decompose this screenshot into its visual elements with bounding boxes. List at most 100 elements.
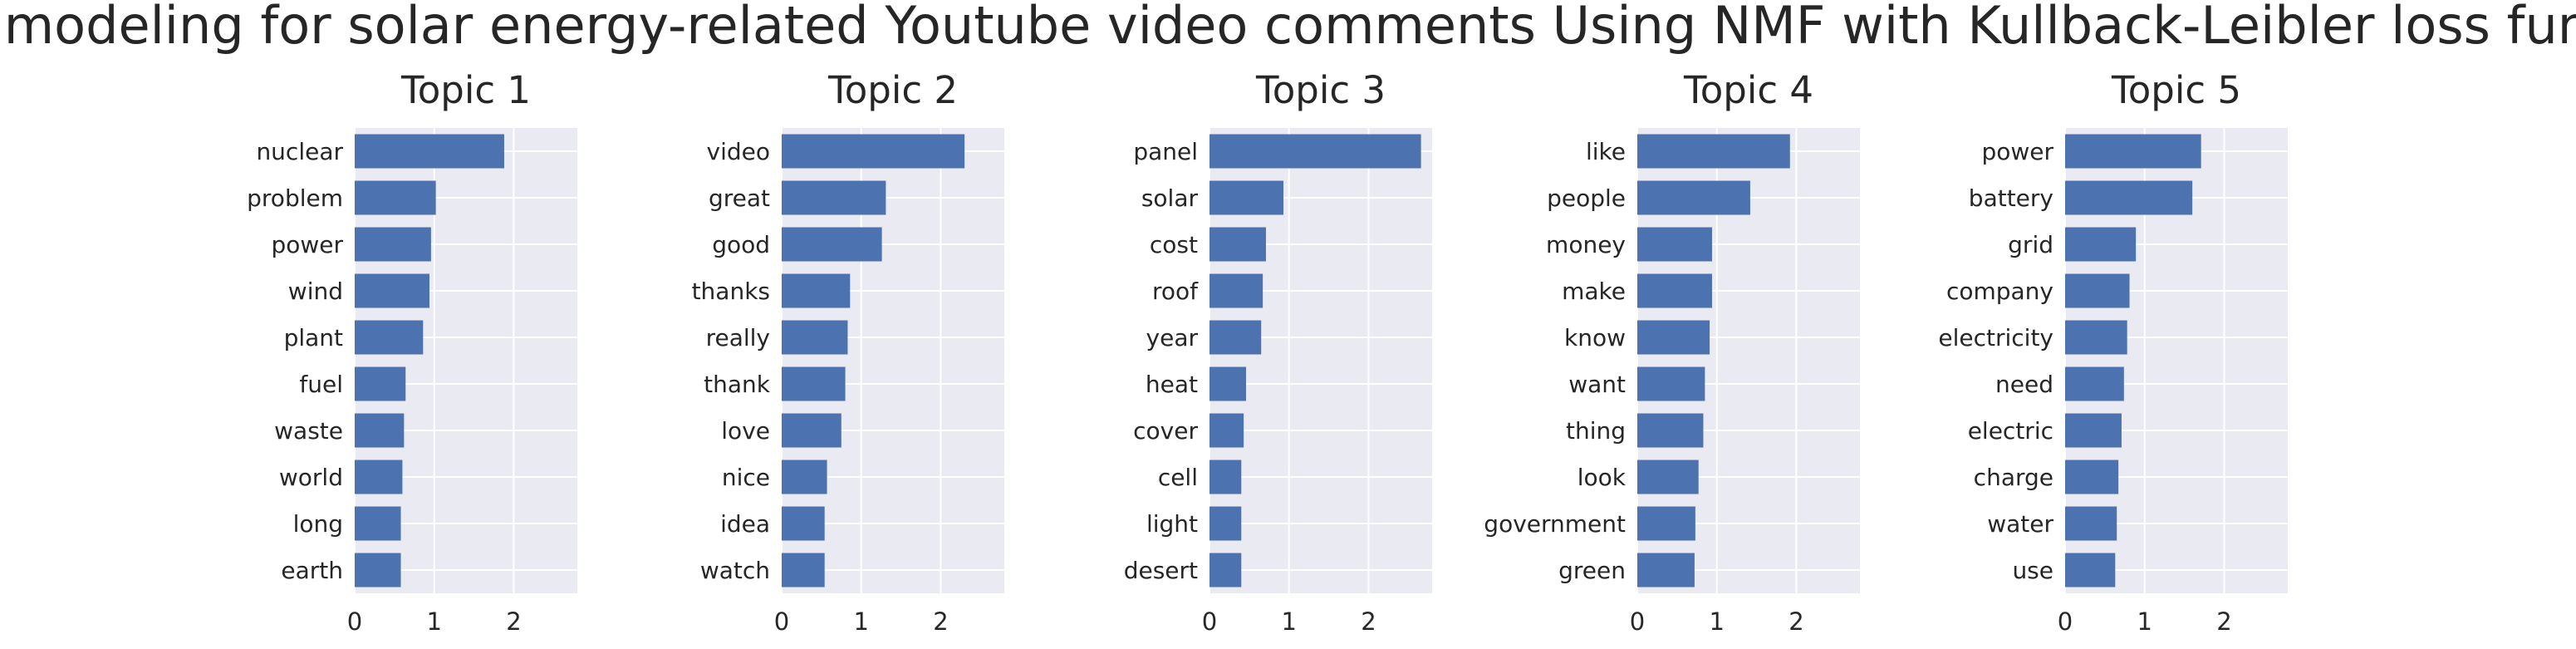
bar-earth [355, 553, 401, 588]
category-label: make [1562, 278, 1626, 305]
category-label: want [1568, 371, 1626, 398]
bar-make [1637, 273, 1712, 308]
x-tick-label: 0 [774, 607, 789, 636]
bar-grid [2065, 227, 2137, 262]
category-label: roof [1152, 278, 1199, 305]
category-label: wind [288, 278, 343, 305]
category-label: idea [720, 510, 770, 538]
bar-electric [2065, 413, 2122, 448]
category-label: good [712, 231, 770, 258]
bar-year [1209, 320, 1262, 355]
bar-battery [2065, 180, 2193, 215]
topic-panel-3: 0 1 2 panel solar cost roof year heat cover cell li… [1124, 68, 1432, 636]
bar-plant [355, 320, 424, 355]
category-label: love [721, 417, 770, 445]
bar-good [782, 227, 882, 262]
bar-look [1637, 460, 1699, 494]
category-label: need [1995, 371, 2053, 398]
bar-nuclear [355, 134, 504, 169]
category-label: panel [1133, 138, 1198, 165]
category-label: like [1586, 138, 1626, 165]
category-label: solar [1141, 184, 1199, 212]
category-label: world [279, 464, 343, 491]
x-tick-label: 2 [1788, 607, 1803, 636]
topic-panel-4: 0 1 2 like people money make know want thing look g… [1484, 68, 1860, 636]
bar-watch [782, 553, 825, 588]
x-tick-label: 0 [1630, 607, 1645, 636]
category-label: electric [1968, 417, 2053, 445]
bar-long [355, 506, 401, 541]
figure-title: Topic modeling for solar energy-related … [0, 0, 2576, 56]
x-tick-label: 2 [933, 607, 948, 636]
panel-title: Topic 5 [2111, 68, 2241, 112]
category-label: government [1484, 510, 1626, 538]
category-label: look [1577, 464, 1627, 491]
bar-problem [355, 180, 436, 215]
bar-company [2065, 273, 2130, 308]
x-tick-label: 1 [853, 607, 868, 636]
x-tick-label: 0 [2058, 607, 2073, 636]
panel-title: Topic 4 [1683, 68, 1813, 112]
category-label: grid [2008, 231, 2053, 258]
x-tick-label: 1 [1281, 607, 1296, 636]
panel-title: Topic 1 [400, 68, 531, 112]
x-tick-label: 0 [347, 607, 362, 636]
bar-money [1637, 227, 1712, 262]
bar-charge [2065, 460, 2119, 494]
bar-want [1637, 366, 1705, 401]
category-label: great [709, 184, 770, 212]
category-label: waste [274, 417, 343, 445]
x-tick-label: 1 [2137, 607, 2152, 636]
category-label: money [1546, 231, 1626, 258]
category-label: year [1146, 324, 1199, 352]
panel-title: Topic 3 [1255, 68, 1386, 112]
bar-power [2065, 134, 2201, 169]
topic-panel-1: 0 1 2 nuclear problem power wind plant fuel waste… [247, 68, 577, 636]
panel-title: Topic 2 [827, 68, 958, 112]
bar-people [1637, 180, 1750, 215]
category-label: know [1564, 324, 1626, 352]
category-label: thing [1566, 417, 1626, 445]
category-label: electricity [1938, 324, 2053, 352]
x-tick-label: 0 [1202, 607, 1217, 636]
category-label: cost [1150, 231, 1198, 258]
category-label: company [1946, 278, 2053, 305]
bar-cell [1209, 460, 1242, 494]
category-label: desert [1124, 557, 1198, 584]
category-label: earth [281, 557, 343, 584]
category-label: video [707, 138, 770, 165]
category-label: green [1558, 557, 1626, 584]
category-label: fuel [299, 371, 343, 398]
bar-light [1209, 506, 1242, 541]
category-label: thanks [692, 278, 770, 305]
bar-desert [1209, 553, 1242, 588]
bar-cover [1209, 413, 1244, 448]
category-label: water [1987, 510, 2053, 538]
category-label: cover [1133, 417, 1198, 445]
category-label: long [293, 510, 343, 538]
bar-know [1637, 320, 1710, 355]
bar-solar [1209, 180, 1284, 215]
bar-video [782, 134, 965, 169]
bar-like [1637, 134, 1790, 169]
bar-nice [782, 460, 827, 494]
category-label: use [2012, 557, 2053, 584]
category-label: power [271, 231, 343, 258]
bar-wind [355, 273, 429, 308]
x-tick-label: 2 [506, 607, 521, 636]
category-label: heat [1146, 371, 1198, 398]
bar-power [355, 227, 431, 262]
category-label: charge [1974, 464, 2053, 491]
bar-thanks [782, 273, 851, 308]
bar-electricity [2065, 320, 2127, 355]
topic-panel-2: 0 1 2 video great good thanks really thank love ni… [692, 68, 1004, 636]
category-label: nice [722, 464, 770, 491]
bar-government [1637, 506, 1695, 541]
category-label: problem [247, 184, 343, 212]
x-tick-label: 1 [426, 607, 441, 636]
bar-roof [1209, 273, 1263, 308]
category-label: plant [284, 324, 343, 352]
bar-use [2065, 553, 2116, 588]
category-label: light [1146, 510, 1198, 538]
